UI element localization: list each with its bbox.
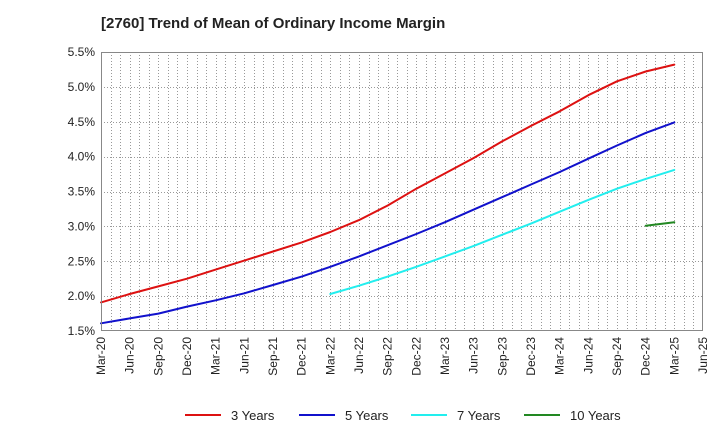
legend-label: 7 Years xyxy=(457,407,501,423)
x-axis-ticks: Mar-20 Jun-20 Sep-20 Dec-20 Mar-21 Jun-21 Sep-… xyxy=(94,337,710,376)
legend-item: 10 Years xyxy=(524,404,621,426)
x-tick-label: Mar-21 xyxy=(209,337,223,375)
x-tick-label: Sep-24 xyxy=(610,337,624,376)
x-tick-label: Dec-24 xyxy=(639,337,653,376)
legend-swatch xyxy=(524,414,560,416)
x-tick-label: Dec-21 xyxy=(295,337,309,376)
y-tick-label: 3.5% xyxy=(68,185,96,199)
x-tick-label: Jun-20 xyxy=(123,337,137,374)
legend: 3 Years 5 Years 7 Years 10 Years xyxy=(0,404,720,428)
x-tick-label: Jun-24 xyxy=(581,337,595,374)
legend-item: 5 Years xyxy=(299,404,388,426)
x-tick-label: Jun-25 xyxy=(696,337,710,374)
x-tick-label: Mar-24 xyxy=(553,337,567,375)
x-tick-label: Mar-25 xyxy=(667,337,681,375)
legend-item: 7 Years xyxy=(411,404,500,426)
x-tick-label: Jun-23 xyxy=(467,337,481,374)
y-tick-label: 3.0% xyxy=(68,219,96,233)
x-tick-label: Sep-20 xyxy=(151,337,165,376)
x-tick-label: Sep-23 xyxy=(495,337,509,376)
series-group xyxy=(100,63,676,325)
legend-label: 5 Years xyxy=(345,407,389,423)
y-axis-ticks: 1.5% 2.0% 2.5% 3.0% 3.5% 4.0% 4.5% 5.0% 5.5% xyxy=(68,45,96,338)
x-tick-label: Dec-23 xyxy=(524,337,538,376)
legend-label: 10 Years xyxy=(570,407,621,423)
series-line-2 xyxy=(100,121,676,325)
x-tick-label: Mar-23 xyxy=(438,337,452,375)
y-tick-label: 5.5% xyxy=(68,45,96,59)
series-line-4 xyxy=(644,221,676,227)
series-line-3 xyxy=(329,168,676,295)
legend-swatch xyxy=(411,414,447,416)
x-tick-label: Dec-22 xyxy=(409,337,423,376)
y-tick-label: 4.5% xyxy=(68,115,96,129)
legend-item: 3 Years xyxy=(185,404,274,426)
x-tick-label: Mar-22 xyxy=(323,337,337,375)
y-tick-label: 5.0% xyxy=(68,80,96,94)
x-tick-label: Dec-20 xyxy=(180,337,194,376)
y-tick-label: 1.5% xyxy=(68,324,96,338)
series-line-1 xyxy=(100,63,676,304)
x-tick-label: Mar-20 xyxy=(94,337,108,375)
plot-border xyxy=(101,52,703,331)
y-tick-label: 2.0% xyxy=(68,289,96,303)
plot-area xyxy=(101,52,703,331)
chart-title: [2760] Trend of Mean of Ordinary Income … xyxy=(101,15,446,32)
y-tick-label: 4.0% xyxy=(68,150,96,164)
x-tick-label: Sep-21 xyxy=(266,337,280,376)
legend-swatch xyxy=(299,414,335,416)
x-tick-label: Jun-21 xyxy=(237,337,251,374)
legend-label: 3 Years xyxy=(231,407,275,423)
y-tick-label: 2.5% xyxy=(68,254,96,268)
x-tick-label: Jun-22 xyxy=(352,337,366,374)
legend-swatch xyxy=(185,414,221,416)
x-tick-label: Sep-22 xyxy=(381,337,395,376)
